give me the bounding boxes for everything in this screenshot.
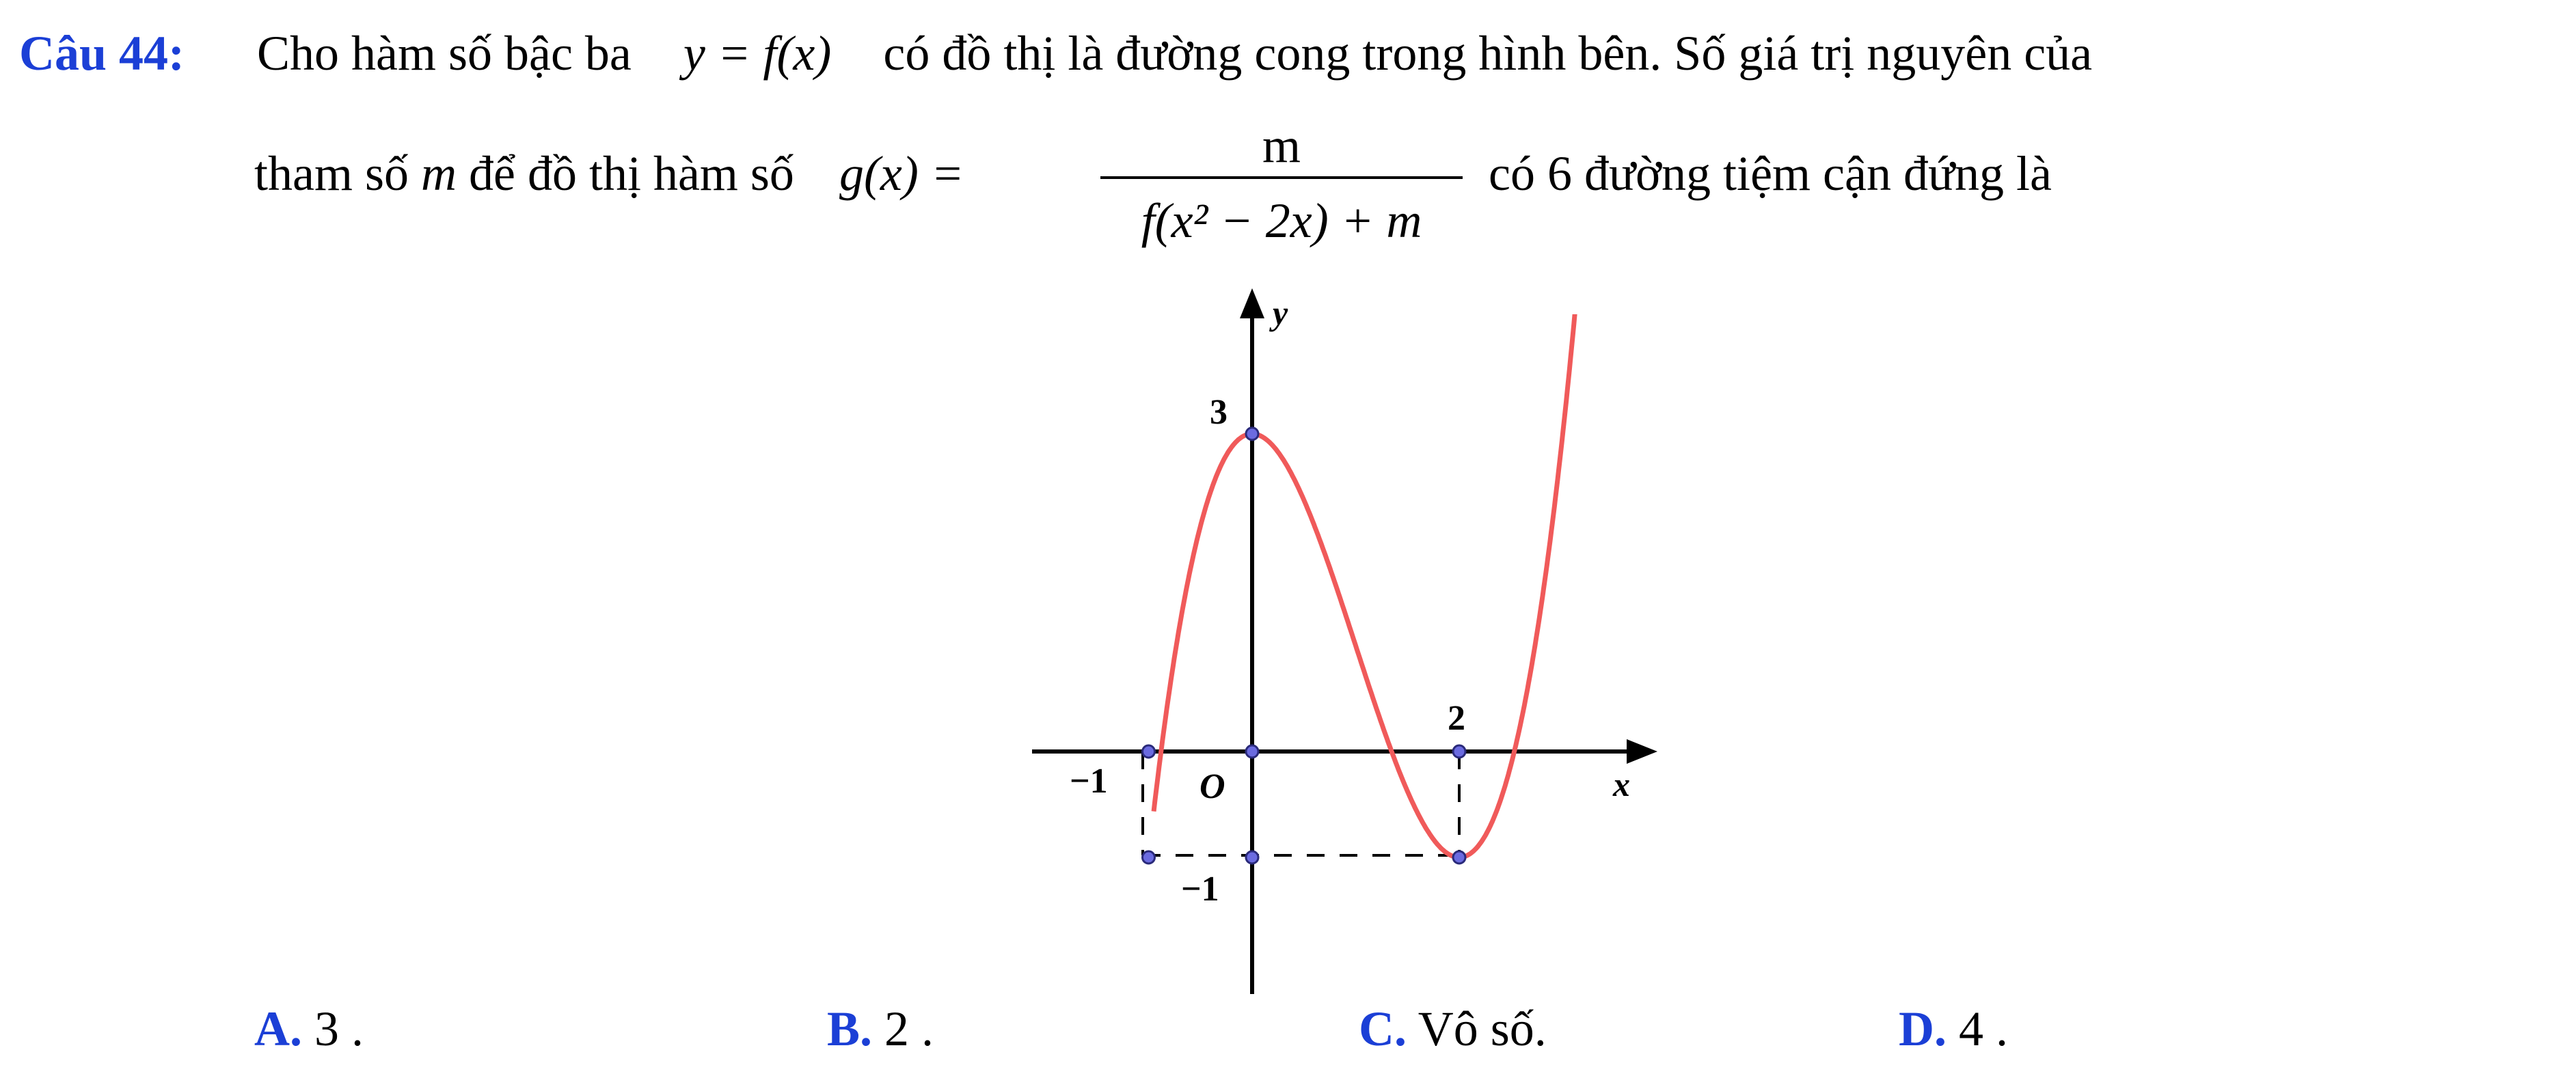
y-axis-label: y bbox=[1269, 294, 1288, 332]
option-b[interactable]: B. 2 . bbox=[827, 1004, 934, 1053]
function-graph: y x O −1 2 3 −1 bbox=[1032, 288, 1657, 994]
fraction-numerator: m bbox=[1262, 118, 1301, 173]
point-2-0 bbox=[1452, 744, 1467, 759]
question-line-1: Câu 44: Cho hàm số bậc ba y = f(x) có đồ… bbox=[19, 29, 2092, 78]
point-origin bbox=[1245, 744, 1260, 759]
point-0-3 bbox=[1245, 426, 1260, 441]
fraction-bar bbox=[1100, 176, 1463, 179]
option-b-letter: B. bbox=[827, 1002, 873, 1056]
y-tick-neg1: −1 bbox=[1181, 870, 1219, 909]
y-axis-arrow bbox=[1240, 288, 1264, 318]
y-tick-3: 3 bbox=[1210, 393, 1228, 432]
x-axis-label: x bbox=[1612, 765, 1630, 803]
option-a[interactable]: A. 3 . bbox=[254, 1004, 364, 1053]
point-neg1-neg1 bbox=[1141, 850, 1156, 865]
question-label: Câu 44: bbox=[19, 26, 185, 81]
point-neg1-0 bbox=[1141, 744, 1156, 759]
param-symbol: m bbox=[420, 146, 457, 201]
option-d-text: 4 . bbox=[1959, 1002, 2008, 1056]
option-a-letter: A. bbox=[254, 1002, 302, 1056]
option-c-text: Vô số. bbox=[1418, 1002, 1547, 1056]
option-d[interactable]: D. 4 . bbox=[1899, 1004, 2008, 1053]
x-tick-2: 2 bbox=[1448, 699, 1465, 738]
x-axis-arrow bbox=[1627, 739, 1657, 764]
fraction-denominator: f(x² − 2x) + m bbox=[1141, 193, 1422, 248]
point-2-neg1 bbox=[1452, 850, 1467, 865]
question-suffix: có 6 đường tiệm cận đứng là bbox=[1489, 146, 2052, 201]
function-notation: y = f(x) bbox=[683, 26, 832, 81]
question-intro-rest: có đồ thị là đường cong trong hình bên. … bbox=[883, 26, 2093, 81]
option-c-letter: C. bbox=[1359, 1002, 1407, 1056]
g-lhs: g(x) = bbox=[839, 146, 964, 201]
option-b-text: 2 . bbox=[884, 1002, 934, 1056]
point-0-neg1 bbox=[1245, 850, 1260, 865]
param-mid: để đồ thị hàm số bbox=[468, 146, 794, 201]
question-line-2: tham số m để đồ thị hàm số g(x) = bbox=[254, 149, 964, 198]
key-points bbox=[1141, 426, 1467, 865]
question-intro: Cho hàm số bậc ba bbox=[257, 26, 632, 81]
origin-label: O bbox=[1199, 767, 1225, 806]
option-c[interactable]: C. Vô số. bbox=[1359, 1004, 1547, 1053]
cubic-curve bbox=[1151, 314, 1577, 860]
option-a-text: 3 . bbox=[314, 1002, 364, 1056]
param-prefix: tham số bbox=[254, 146, 409, 201]
option-d-letter: D. bbox=[1899, 1002, 1947, 1056]
x-tick-neg1: −1 bbox=[1070, 762, 1108, 801]
